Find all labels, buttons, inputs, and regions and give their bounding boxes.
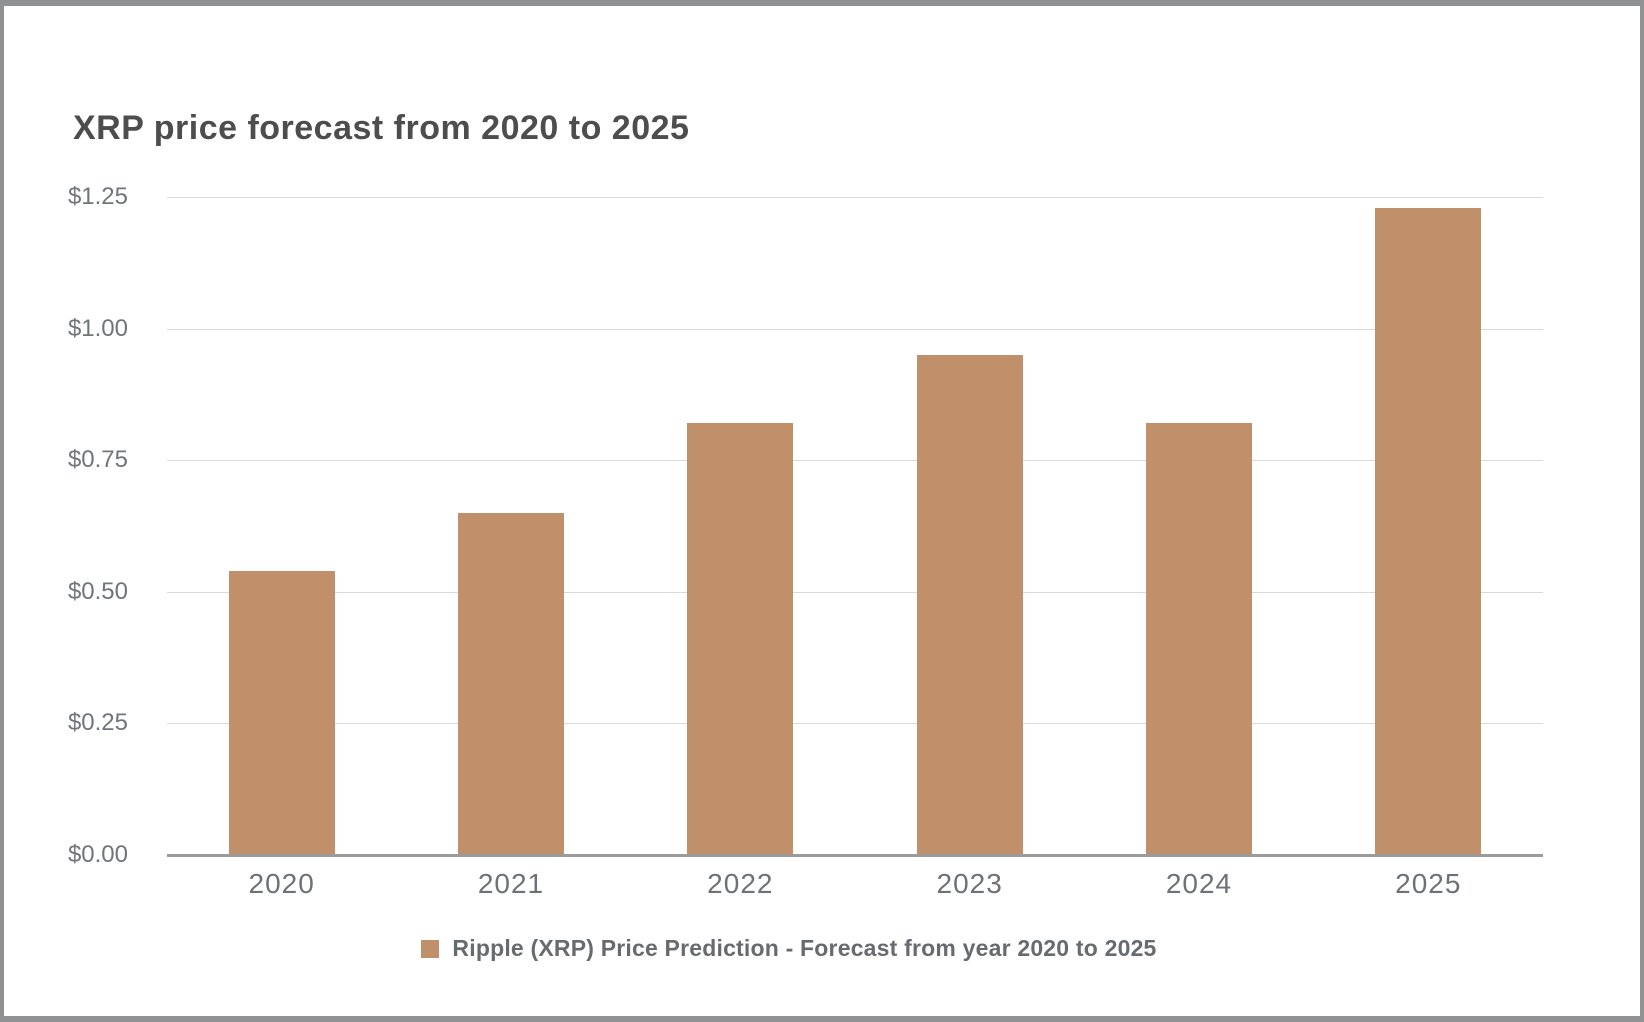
bar-2021 xyxy=(457,513,564,855)
x-axis-line xyxy=(167,854,1543,857)
x-axis-tick-label: 2024 xyxy=(1165,868,1233,899)
x-axis-tick-label: 2021 xyxy=(477,868,545,899)
bar-series xyxy=(167,197,1543,855)
x-axis-tick-label: 2023 xyxy=(936,868,1003,899)
legend-label: Ripple (XRP) Price Prediction - Forecast… xyxy=(452,935,1157,961)
y-axis-tick-label: $0.00 xyxy=(67,841,128,868)
y-axis-tick-label: $0.50 xyxy=(67,577,128,605)
legend-swatch-icon xyxy=(421,939,440,958)
legend: Ripple (XRP) Price Prediction - Forecast… xyxy=(4,935,1607,962)
bar-slot xyxy=(167,197,396,855)
bar-slot xyxy=(1084,197,1313,855)
y-axis-tick-label: $0.75 xyxy=(67,446,128,474)
plot-area xyxy=(167,197,1543,857)
bar-slot xyxy=(855,197,1084,855)
bar-2024 xyxy=(1145,423,1252,855)
x-axis-tick-label: 2022 xyxy=(707,868,774,899)
gridline xyxy=(167,591,1543,593)
y-axis-tick-label: $1.00 xyxy=(67,314,128,342)
bar-2022 xyxy=(687,423,794,855)
y-axis-tick-label: $1.25 xyxy=(67,183,128,210)
chart-title: XRP price forecast from 2020 to 2025 xyxy=(73,109,690,147)
y-axis-tick-label: $0.25 xyxy=(67,709,128,737)
bar-2020 xyxy=(228,571,335,855)
bar-2025 xyxy=(1375,208,1482,855)
x-axis-labels: 2020 2021 2022 2023 2024 2025 xyxy=(167,868,1543,900)
bar-slot xyxy=(626,197,855,855)
x-axis-tick-label: 2020 xyxy=(248,868,315,899)
x-axis-tick-label: 2025 xyxy=(1395,868,1462,899)
gridline xyxy=(167,197,1543,198)
bar-2023 xyxy=(916,355,1023,855)
gridline xyxy=(167,328,1543,330)
gridline xyxy=(167,460,1543,462)
gridline xyxy=(167,723,1543,725)
bar-slot xyxy=(1314,197,1543,855)
bar-slot xyxy=(396,197,625,855)
